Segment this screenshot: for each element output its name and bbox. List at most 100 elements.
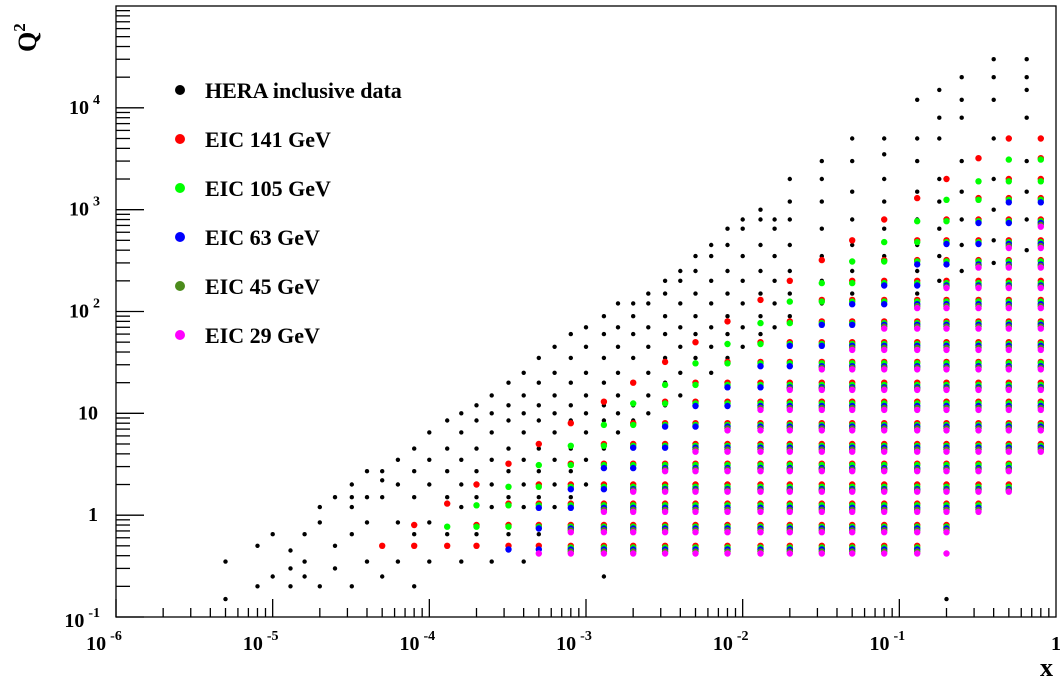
data-point (521, 504, 526, 510)
data-point (427, 430, 432, 435)
data-point (849, 448, 856, 455)
data-point (724, 529, 731, 536)
legend-marker (175, 330, 185, 340)
data-point (943, 448, 950, 455)
data-point (535, 440, 542, 448)
data-point (937, 278, 942, 283)
data-point (1037, 264, 1045, 271)
data-point (459, 559, 464, 564)
data-point (850, 158, 855, 164)
data-point (818, 298, 825, 305)
data-point (692, 339, 699, 346)
data-point (473, 481, 480, 488)
data-point (615, 430, 621, 435)
data-point (380, 574, 385, 579)
data-point (850, 189, 855, 194)
data-point (255, 543, 260, 548)
y-tick-label: 10 2 (69, 297, 100, 323)
data-point (786, 508, 793, 515)
data-point (412, 532, 417, 537)
data-point (740, 226, 745, 231)
y-tick-label: 10 3 (69, 195, 100, 221)
data-point (568, 403, 573, 408)
data-point (757, 319, 764, 327)
data-point (692, 381, 699, 389)
data-point (850, 242, 855, 248)
data-point (600, 486, 608, 493)
data-point (536, 380, 541, 385)
data-point (521, 457, 526, 462)
data-point (349, 504, 354, 510)
data-point (724, 318, 731, 325)
y-tick-label-exponent: 2 (93, 297, 100, 312)
data-point (943, 427, 950, 434)
data-point (505, 460, 512, 467)
data-point (473, 542, 480, 549)
data-point (757, 468, 764, 475)
data-point (786, 550, 793, 557)
data-point (975, 366, 982, 373)
data-point (583, 411, 589, 416)
data-point (317, 584, 322, 589)
data-point (724, 340, 731, 348)
data-point (959, 97, 964, 103)
data-point (772, 278, 777, 283)
data-point (786, 529, 793, 536)
data-point (915, 268, 920, 274)
data-point (506, 532, 511, 537)
data-point (724, 488, 731, 495)
data-point (725, 226, 730, 231)
data-point (521, 411, 526, 416)
data-point (678, 301, 683, 306)
x-tick-label-base: 10 (86, 633, 106, 655)
data-point (818, 342, 825, 349)
data-point (678, 278, 683, 283)
data-point (270, 532, 275, 537)
data-point (427, 559, 432, 564)
data-point (758, 291, 763, 296)
data-point (786, 298, 793, 305)
data-point (535, 504, 542, 511)
data-point (535, 461, 542, 469)
data-point (661, 423, 669, 430)
data-point (786, 342, 793, 349)
data-point (818, 279, 825, 287)
data-point (489, 430, 494, 435)
data-point (567, 504, 574, 511)
data-point (459, 411, 464, 416)
y-tick-label-exponent: 3 (93, 195, 100, 210)
data-point (882, 152, 887, 157)
data-point (943, 218, 950, 225)
data-point (787, 314, 792, 319)
data-point (646, 344, 651, 349)
data-point (757, 529, 764, 536)
data-point (975, 448, 982, 455)
y-tick-label: 10 4 (69, 93, 100, 119)
data-point (567, 461, 574, 469)
data-point (1005, 406, 1012, 414)
y-tick-label-base: 10 (69, 301, 89, 323)
x-tick-label-exponent: -6 (110, 629, 122, 644)
data-point (601, 355, 607, 361)
data-point (288, 566, 293, 571)
data-point (881, 550, 888, 557)
y-tick-label-base: 10 (78, 402, 98, 424)
data-point (849, 529, 856, 536)
data-point (583, 393, 589, 398)
data-point (943, 386, 950, 394)
data-point (786, 319, 793, 327)
data-point (662, 331, 668, 337)
data-point (380, 478, 385, 483)
x-tick-label: 10 -4 (399, 629, 435, 655)
x-tick-label-exponent: -5 (267, 629, 279, 644)
y-tick-label-base: 1 (88, 504, 98, 526)
data-point (943, 346, 950, 354)
data-point (552, 482, 557, 487)
data-point (937, 136, 942, 141)
x-tick-label-exponent: -4 (423, 629, 435, 644)
data-point (601, 574, 607, 579)
data-point (288, 548, 293, 553)
data-point (975, 468, 982, 475)
data-point (427, 457, 432, 462)
data-point (615, 344, 621, 349)
